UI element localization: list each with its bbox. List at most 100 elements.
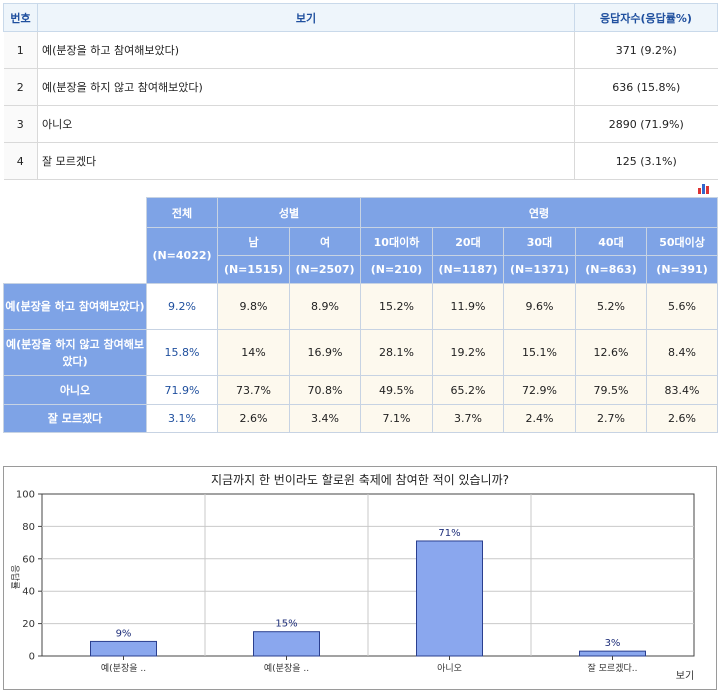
bar-chart-icon[interactable] <box>697 182 711 194</box>
row-no: 1 <box>3 31 38 69</box>
col-n: (N=210) <box>360 255 433 284</box>
x-tick-label: 예(분장을 .. <box>101 663 146 674</box>
cross-subheader-row: (N=4022) 남 여 10대이하 20대 30대 40대 50대이상 <box>4 227 719 284</box>
bar <box>90 640 157 657</box>
cell-value: 2.7% <box>575 404 647 433</box>
row-no: 4 <box>3 142 38 180</box>
summary-header-row: 번호 보기 응답자수(응답률%) <box>3 3 718 32</box>
row-count: 636 (15.8%) <box>574 68 718 106</box>
bar-chart: 지금까지 한 번이라도 할로윈 축제에 참여한 적이 있습니까? 9% 15% 71… <box>3 466 717 690</box>
cell-value: 65.2% <box>432 375 504 405</box>
cell-value: 5.6% <box>645 283 719 330</box>
row-total: 71.9% <box>146 375 218 405</box>
cell-value: 49.5% <box>360 375 433 405</box>
bar-data-label: 9% <box>116 628 132 639</box>
header-count: 응답자수(응답률%) <box>574 3 718 32</box>
blank-corner <box>3 197 147 284</box>
bar-chart-svg: 지금까지 한 번이라도 할로윈 축제에 참여한 적이 있습니까? 9% 15% 71… <box>9 473 695 682</box>
age-header: 연령 <box>359 197 719 228</box>
total-n: (N=4022) <box>146 227 218 284</box>
table-row: 4 잘 모르겠다 125 (3.1%) <box>3 142 718 180</box>
cell-value: 28.1% <box>360 329 433 376</box>
cell-value: 12.6% <box>575 329 647 376</box>
row-count: 2890 (71.9%) <box>574 105 718 143</box>
y-tick-label: 100 <box>16 490 35 501</box>
col-label: 여 <box>289 227 361 256</box>
header-option: 보기 <box>37 3 575 32</box>
row-option: 아니오 <box>37 105 575 143</box>
x-tick-label: 아니오 <box>437 663 462 674</box>
cell-value: 7.1% <box>360 404 433 433</box>
cell-value: 70.8% <box>289 375 361 405</box>
col-n: (N=1371) <box>503 255 576 284</box>
cross-table: 전체 성별 연령 (N=4022) 남 여 10대이하 20대 30대 40대 … <box>3 197 719 433</box>
row-option: 잘 모르겠다 <box>37 142 575 180</box>
cell-value: 16.9% <box>289 329 361 376</box>
col-label: 10대이하 <box>360 227 433 256</box>
y-tick-label: 0 <box>29 652 35 663</box>
row-option: 예(분장을 하지 않고 참여해보았다) <box>37 68 575 106</box>
row-total: 15.8% <box>146 329 218 376</box>
total-header: 전체 <box>146 197 218 228</box>
col-n: (N=2507) <box>289 255 361 284</box>
summary-table: 번호 보기 응답자수(응답률%) 1 예(분장을 하고 참여해보았다) 371 … <box>3 3 718 180</box>
cross-n-row: (N=1515) (N=2507) (N=210) (N=1187) (N=13… <box>4 255 719 284</box>
cell-value: 72.9% <box>503 375 576 405</box>
cell-value: 3.4% <box>289 404 361 433</box>
col-n: (N=1515) <box>217 255 290 284</box>
cell-value: 19.2% <box>432 329 504 376</box>
y-tick-label: 80 <box>22 522 35 533</box>
cell-value: 15.1% <box>503 329 576 376</box>
table-row: 3 아니오 2890 (71.9%) <box>3 105 718 143</box>
col-label: 40대 <box>575 227 647 256</box>
row-total: 3.1% <box>146 404 218 433</box>
cell-value: 73.7% <box>217 375 290 405</box>
cell-value: 2.6% <box>217 404 290 433</box>
chart-title: 지금까지 한 번이라도 할로윈 축제에 참여한 적이 있습니까? <box>211 473 509 487</box>
cell-value: 15.2% <box>360 283 433 330</box>
col-label: 20대 <box>432 227 504 256</box>
col-label: 남 <box>217 227 290 256</box>
cell-value: 5.2% <box>575 283 647 330</box>
cell-value: 8.9% <box>289 283 361 330</box>
col-label: 30대 <box>503 227 576 256</box>
bar-data-label: 71% <box>438 528 460 539</box>
table-row: 잘 모르겠다 3.1% 2.6% 3.4% 7.1% 3.7% 2.4% 2.7… <box>3 404 719 433</box>
row-label: 예(분장을 하지 않고 참여해보았다) <box>3 329 147 376</box>
cell-value: 14% <box>217 329 290 376</box>
y-tick-label: 40 <box>22 587 35 598</box>
bar-data-label: 15% <box>275 619 297 630</box>
row-no: 3 <box>3 105 38 143</box>
table-row: 1 예(분장을 하고 참여해보았다) 371 (9.2%) <box>3 31 718 69</box>
cross-header-row: 전체 성별 연령 <box>3 197 719 284</box>
col-n: (N=1187) <box>432 255 504 284</box>
x-tick-label: 예(분장을 .. <box>264 663 309 674</box>
gender-header: 성별 <box>217 197 361 228</box>
cell-value: 8.4% <box>645 329 719 376</box>
row-label: 예(분장을 하고 참여해보았다) <box>3 283 147 330</box>
col-n: (N=863) <box>575 255 647 284</box>
table-row: 예(분장을 하고 참여해보았다) 9.2% 9.8% 8.9% 15.2% 11… <box>3 283 719 330</box>
cell-value: 3.7% <box>432 404 504 433</box>
bar-data-label: 3% <box>605 638 621 649</box>
cell-value: 2.6% <box>645 404 719 433</box>
cell-value: 79.5% <box>575 375 647 405</box>
col-n: (N=391) <box>645 255 719 284</box>
cell-value: 83.4% <box>645 375 719 405</box>
x-axis-label: 보기 <box>676 670 694 682</box>
y-tick-label: 60 <box>22 554 35 565</box>
cell-value: 2.4% <box>503 404 576 433</box>
col-label: 50대이상 <box>645 227 719 256</box>
row-option: 예(분장을 하고 참여해보았다) <box>37 31 575 69</box>
row-label: 잘 모르겠다 <box>3 404 147 433</box>
y-axis-label: 응답률 <box>9 565 21 590</box>
row-total: 9.2% <box>146 283 218 330</box>
row-no: 2 <box>3 68 38 106</box>
x-tick-label: 잘 모르겠다.. <box>588 662 638 674</box>
row-count: 371 (9.2%) <box>574 31 718 69</box>
bar <box>253 631 320 657</box>
header-no: 번호 <box>3 3 38 32</box>
bar <box>579 650 646 657</box>
row-count: 125 (3.1%) <box>574 142 718 180</box>
bar <box>416 540 483 657</box>
